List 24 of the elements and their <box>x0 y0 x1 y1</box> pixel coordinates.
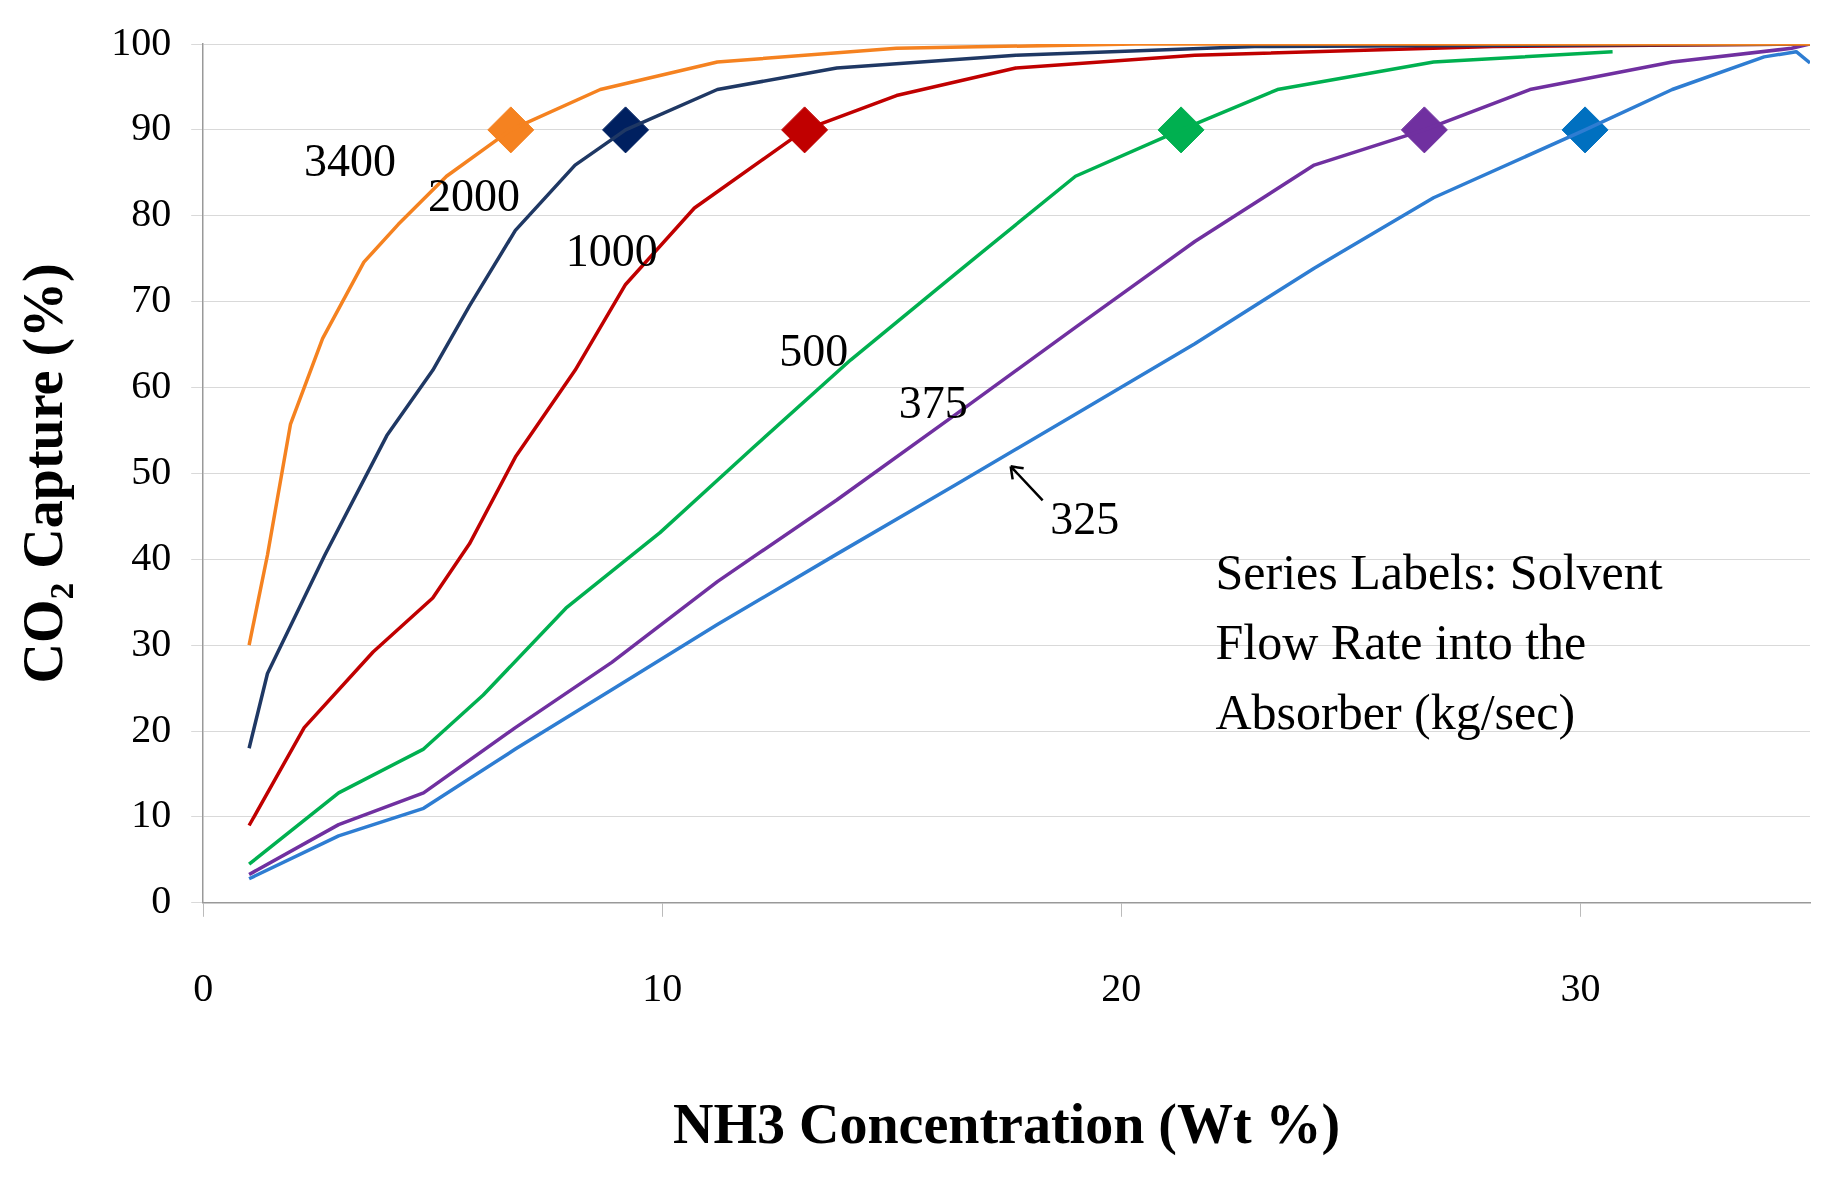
series-label: 500 <box>779 325 849 377</box>
y-tick-label: 80 <box>131 190 172 236</box>
series-label: 2000 <box>428 169 521 221</box>
x-tick-label: 0 <box>193 965 214 1011</box>
series-label: 375 <box>898 377 968 429</box>
series-label: 3400 <box>304 135 397 187</box>
x-tick-label: 20 <box>1101 965 1142 1011</box>
x-tick-label: 10 <box>642 965 683 1011</box>
series-label: 325 <box>1050 493 1120 545</box>
y-tick-label: 60 <box>131 362 172 408</box>
y-tick-label: 70 <box>131 276 172 322</box>
series-label: 1000 <box>565 225 658 277</box>
y-tick-label: 20 <box>131 705 172 751</box>
y-tick-label: 40 <box>131 533 172 579</box>
y-tick-label: 30 <box>131 619 172 665</box>
y-tick-label: 10 <box>131 791 172 837</box>
y-tick-label: 100 <box>111 18 172 64</box>
y-tick-label: 0 <box>151 877 172 923</box>
y-axis-title: CO₂ Capture (%) <box>12 263 76 684</box>
x-tick-label: 30 <box>1560 965 1601 1011</box>
annotation: Series Labels: Solvent Flow Rate into the Absorber (kg/sec) <box>1215 544 1663 740</box>
y-tick-label: 90 <box>131 104 172 150</box>
x-axis-title: NH3 Concentration (Wt %) <box>672 1092 1341 1156</box>
y-tick-label: 50 <box>131 447 172 493</box>
